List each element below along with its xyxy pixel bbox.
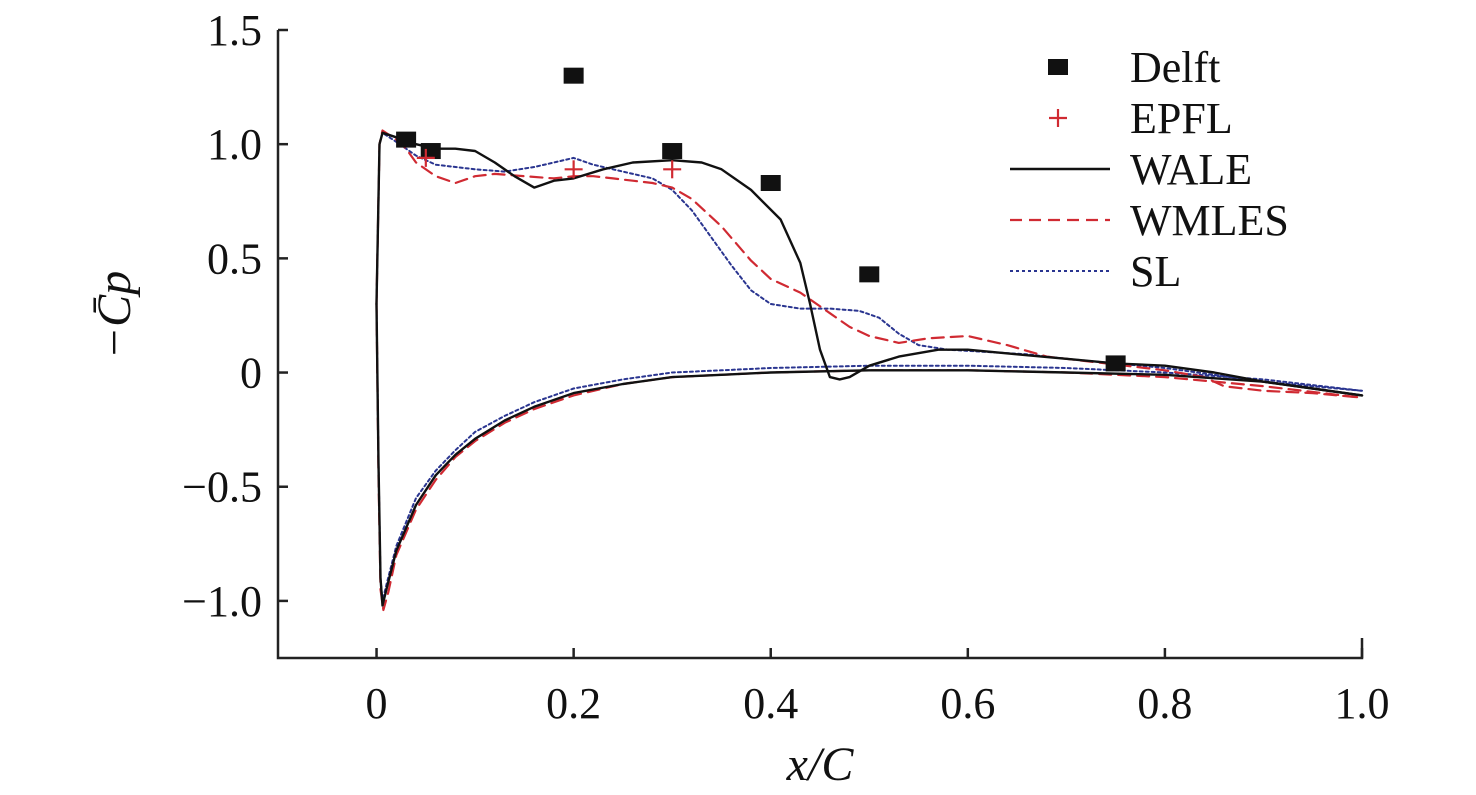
- x-axis-ticks: 0 0.2 0.4 0.6 0.8 1.0: [366, 648, 1390, 728]
- legend-label-wmles: WMLES: [1130, 196, 1289, 245]
- data-point-delft: [420, 143, 441, 160]
- y-tick-label: 0: [240, 349, 262, 398]
- legend-label-epfl: EPFL: [1130, 94, 1233, 143]
- legend-label-wale: WALE: [1130, 145, 1252, 194]
- y-tick-label: 1.0: [207, 120, 262, 169]
- y-tick-label: −1.0: [182, 577, 262, 626]
- legend-label-sl: SL: [1130, 247, 1181, 296]
- x-tick-label: 0.8: [1137, 679, 1192, 728]
- legend-marker-epfl: [1049, 109, 1067, 127]
- y-tick-label: 1.5: [207, 6, 262, 55]
- x-tick-label: 0.6: [940, 679, 995, 728]
- x-tick-label: 0.2: [546, 679, 601, 728]
- series-line-wale-lower: [375, 302, 1364, 607]
- data-point-epfl: [416, 148, 435, 167]
- legend-marker-delft: [1048, 59, 1068, 75]
- data-point-delft: [760, 175, 781, 192]
- data-point-delft: [396, 131, 417, 148]
- data-point-delft: [662, 143, 683, 160]
- series-line-wale-upper: [375, 131, 1364, 397]
- x-tick-label: 1.0: [1335, 679, 1390, 728]
- legend-label-delft: Delft: [1130, 43, 1220, 92]
- data-point-delft: [1105, 355, 1126, 372]
- y-tick-label: −0.5: [182, 463, 262, 512]
- plot-markers: [396, 67, 1126, 372]
- data-point-epfl: [663, 160, 682, 179]
- y-axis-ticks: 1.5 1.0 0.5 0 −0.5 −1.0: [182, 6, 288, 626]
- data-point-delft: [563, 67, 584, 84]
- data-point-delft: [859, 266, 880, 283]
- series-line-wmles-lower: [375, 302, 1364, 612]
- y-tick-label: 0.5: [207, 234, 262, 283]
- data-point-epfl: [564, 160, 583, 179]
- x-axis-title: x/C: [786, 738, 855, 791]
- x-tick-label: 0.4: [743, 679, 798, 728]
- x-tick-label: 0: [366, 679, 388, 728]
- y-axis-title: −C̄p: [88, 271, 141, 359]
- series-line-sl-lower: [375, 303, 1363, 602]
